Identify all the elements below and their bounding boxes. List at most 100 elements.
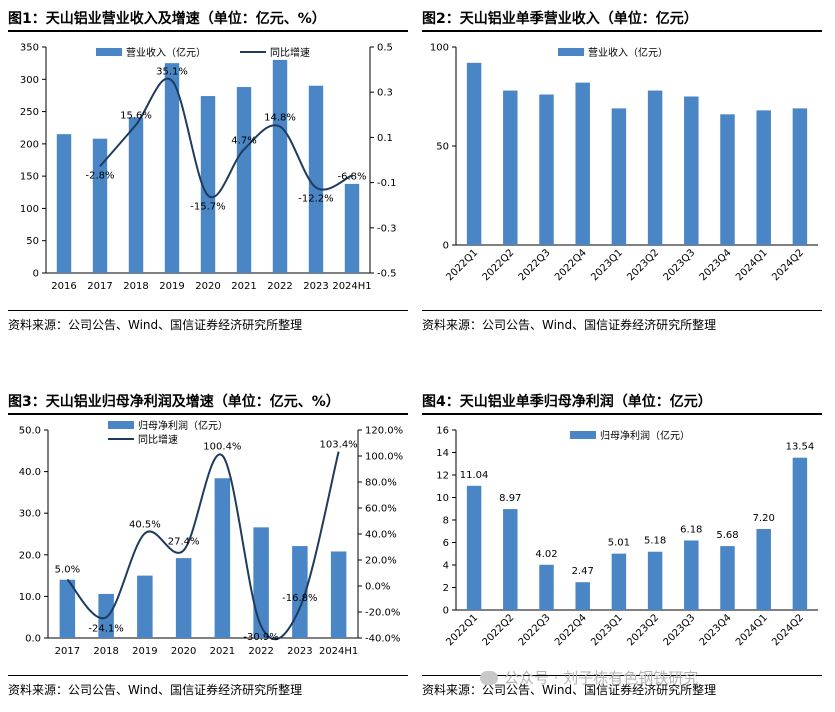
chart-source-2: 资料来源：公司公告、Wind、国信证券经济研究所整理 [422,318,717,332]
c2-bar [611,108,627,245]
c3-y-tick-label-left: 40.0 [19,467,41,478]
source-rule-4 [422,675,822,676]
c4-y-tick-label-left: 14 [436,448,449,459]
c2-x-tick-label: 2022Q2 [481,247,517,283]
c4-bar [720,546,735,610]
c2-bar [792,108,808,245]
c1-y-tick-label-left: 250 [20,107,39,118]
c2-bar [539,94,554,245]
c1-line-data-label: 4.7% [231,135,256,146]
c3-y-tick-label-left: 50.0 [19,426,41,437]
c4-bar [756,529,771,610]
c3-growth-line [66,451,340,641]
chart-1: 0 50 100 150 200 250 300 350 -0.5 -0.3 -0.1 0.1 0.3 0… [20,43,397,293]
c3-y-tick-label-right: -20.0% [365,608,400,619]
c4-bar [792,457,808,610]
c2-x-tick-label: 2022Q4 [553,247,589,283]
c3-bar [59,579,76,638]
c3-y-tick-label-right: 80.0% [365,478,397,489]
c2-y-tick-label-left: 0 [443,241,449,252]
c4-y-tick-label-left: 10 [436,493,449,504]
chart-title-4: 图4：天山铝业单季归母净利润（单位：亿元） [422,394,712,410]
c4-bar-data-label: 2.47 [572,566,594,577]
c3-line-data-label: 27.4% [168,536,200,547]
c3-line-data-label: -30.9% [243,632,278,643]
c3-x-tick-label: 2023 [287,646,312,657]
chart-panel-2: 图2：天山铝业单季营业收入（单位：亿元） 0 50 100 2022Q1 2022Q2 2… [422,8,822,338]
c3-bar [98,593,114,638]
c4-bar-data-label: 13.54 [786,442,815,453]
c4-bar-data-label: 6.18 [680,524,702,535]
c4-bar [684,540,699,610]
c3-y-tick-label-left: 20.0 [19,550,41,561]
c1-line-data-label: -6.8% [337,171,366,182]
chart-title-3: 图3：天山铝业归母净利润及增速（单位：亿元、%） [8,394,340,410]
c2-x-tick-label: 2024Q1 [734,247,770,283]
c3-legend-bar-swatch [108,421,134,429]
c3-y-tick-label-left: 10.0 [19,592,41,603]
chart-3: 0.0 10.0 20.0 30.0 40.0 50.0 -40.0% -20.0% 0.0% 2… [19,419,403,657]
c1-bar [344,183,360,273]
c2-x-tick-label: 2023Q1 [589,247,625,283]
c1-line-data-label: 15.6% [120,111,152,122]
c4-x-tick-label: 2023Q3 [662,612,698,648]
title-rule-3 [8,413,408,415]
c2-x-tick-label: 2023Q2 [625,247,661,283]
c1-line-data-label: -12.2% [298,194,333,205]
c2-bar [575,82,590,245]
c1-y-tick-label-left: 0 [33,269,39,280]
c4-bar [647,551,663,610]
c3-y-tick-label-left: 0.0 [25,634,41,645]
c4-y-tick-label-left: 8 [443,516,449,527]
c2-y-tick-label-left: 50 [436,142,449,153]
c1-line-data-label: -15.7% [190,201,225,212]
c2-x-tick-label: 2023Q3 [662,247,698,283]
c3-x-tick-label: 2018 [93,646,118,657]
c1-line-data-label: 14.8% [264,113,296,124]
c1-x-tick-label: 2023 [303,281,328,292]
c2-x-tick-label: 2023Q4 [698,247,734,283]
c2-legend-bar-label: 营业收入（亿元） [588,46,668,59]
c3-line-data-label: 103.4% [320,440,358,451]
chart-source-3: 资料来源：公司公告、Wind、国信证券经济研究所整理 [8,683,303,697]
c3-y-tick-label-left: 30.0 [19,509,41,520]
c4-bar-data-label: 8.97 [499,493,521,504]
c3-bar [330,551,347,638]
c1-bar [128,117,144,273]
c4-y-tick-label-left: 0 [443,606,449,617]
c4-y-tick-label-left: 12 [436,471,449,482]
c3-bar [175,558,192,638]
c4-x-tick-label: 2024Q1 [734,612,770,648]
c1-y-tick-label-right: -0.5 [377,269,397,280]
c2-bar [684,96,699,245]
c3-x-tick-label: 2022 [248,646,273,657]
c3-y-tick-label-right: 60.0% [365,504,397,515]
c1-x-tick-label: 2019 [159,281,184,292]
chart-4: 0 2 4 6 8 10 12 14 16 2022Q1 11.04 2022Q2 8.97 2022Q3… [436,426,818,648]
c1-line-data-label: -2.8% [85,170,114,181]
c4-bar [503,509,518,610]
chart-title-2: 图2：天山铝业单季营业收入（单位：亿元） [422,11,698,27]
c1-y-tick-label-left: 50 [26,236,39,247]
source-rule-1 [8,310,408,311]
c1-y-tick-label-right: -0.1 [377,178,397,189]
c4-y-tick-label-left: 4 [443,561,449,572]
c1-x-tick-label: 2020 [195,281,220,292]
c4-y-tick-label-left: 2 [443,583,449,594]
source-rule-3 [8,675,408,676]
watermark-text: 公众号 · 刘子栋有色钢铁研究 [504,669,699,687]
c1-y-tick-label-left: 150 [20,172,39,183]
c4-x-tick-label: 2023Q1 [589,612,625,648]
c2-y-tick-label-left: 100 [430,43,449,54]
c3-x-tick-label: 2017 [55,646,80,657]
c3-x-tick-label: 2019 [132,646,157,657]
title-rule-2 [422,30,822,32]
c1-x-tick-label: 2016 [51,281,76,292]
c1-bar [56,134,72,273]
c4-x-tick-label: 2022Q1 [444,612,480,648]
chart-panel-1: 图1：天山铝业营业收入及增速（单位：亿元、%） 0 50 100 150 200 250 3… [8,8,408,338]
c1-bar [200,96,216,274]
c3-bar [253,527,269,638]
c4-legend-bar-label: 归母净利润（亿元） [600,429,690,442]
c3-y-tick-label-right: 0.0% [365,582,390,593]
